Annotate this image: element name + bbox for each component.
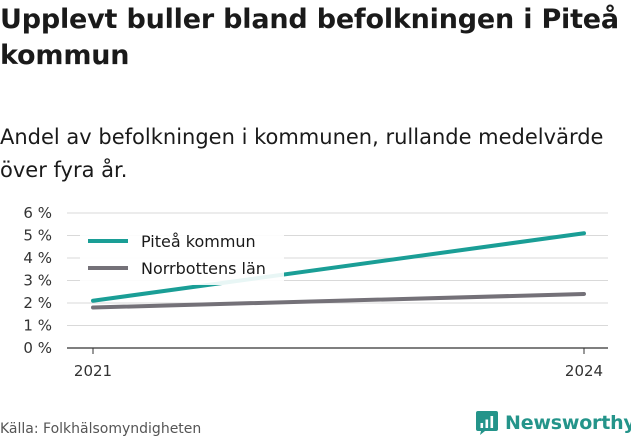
newsworthy-logo-icon — [476, 411, 498, 435]
series-line-0 — [91, 231, 586, 303]
y-tick-label: 6 % — [23, 204, 52, 222]
chart-title: Upplevt buller bland befolkningen i Pite… — [0, 4, 619, 71]
y-tick-label: 1 % — [23, 317, 52, 335]
line-chart: 0 % 1 % 2 % 3 % 4 % 5 % 6 % 2021 2024 Piteå kom… — [23, 204, 608, 380]
brand-name: Newsworthy — [505, 412, 631, 434]
legend-label-1: Norrbottens län — [141, 259, 266, 278]
legend-background — [80, 229, 284, 285]
x-tick-label: 2024 — [565, 362, 603, 380]
y-tick-label: 4 % — [23, 249, 52, 267]
legend-label-0: Piteå kommun — [141, 232, 256, 251]
y-tick-label: 2 % — [23, 294, 52, 312]
newsworthy-brand: Newsworthy — [475, 408, 631, 438]
series-lines — [91, 231, 586, 310]
y-axis: 0 % 1 % 2 % 3 % 4 % 5 % 6 % — [23, 204, 52, 357]
x-axis: 2021 2024 — [74, 348, 603, 380]
series-line-1 — [91, 292, 586, 310]
y-tick-label: 3 % — [23, 272, 52, 290]
chart-subtitle: Andel av befolkningen i kommunen, rullan… — [0, 125, 604, 182]
legend: Piteå kommun Norrbottens län — [80, 229, 284, 285]
source-note: Källa: Folkhälsomyndigheten — [0, 421, 202, 437]
y-tick-label: 5 % — [23, 227, 52, 245]
x-tick-label: 2021 — [74, 362, 112, 380]
y-tick-label: 0 % — [23, 339, 52, 357]
